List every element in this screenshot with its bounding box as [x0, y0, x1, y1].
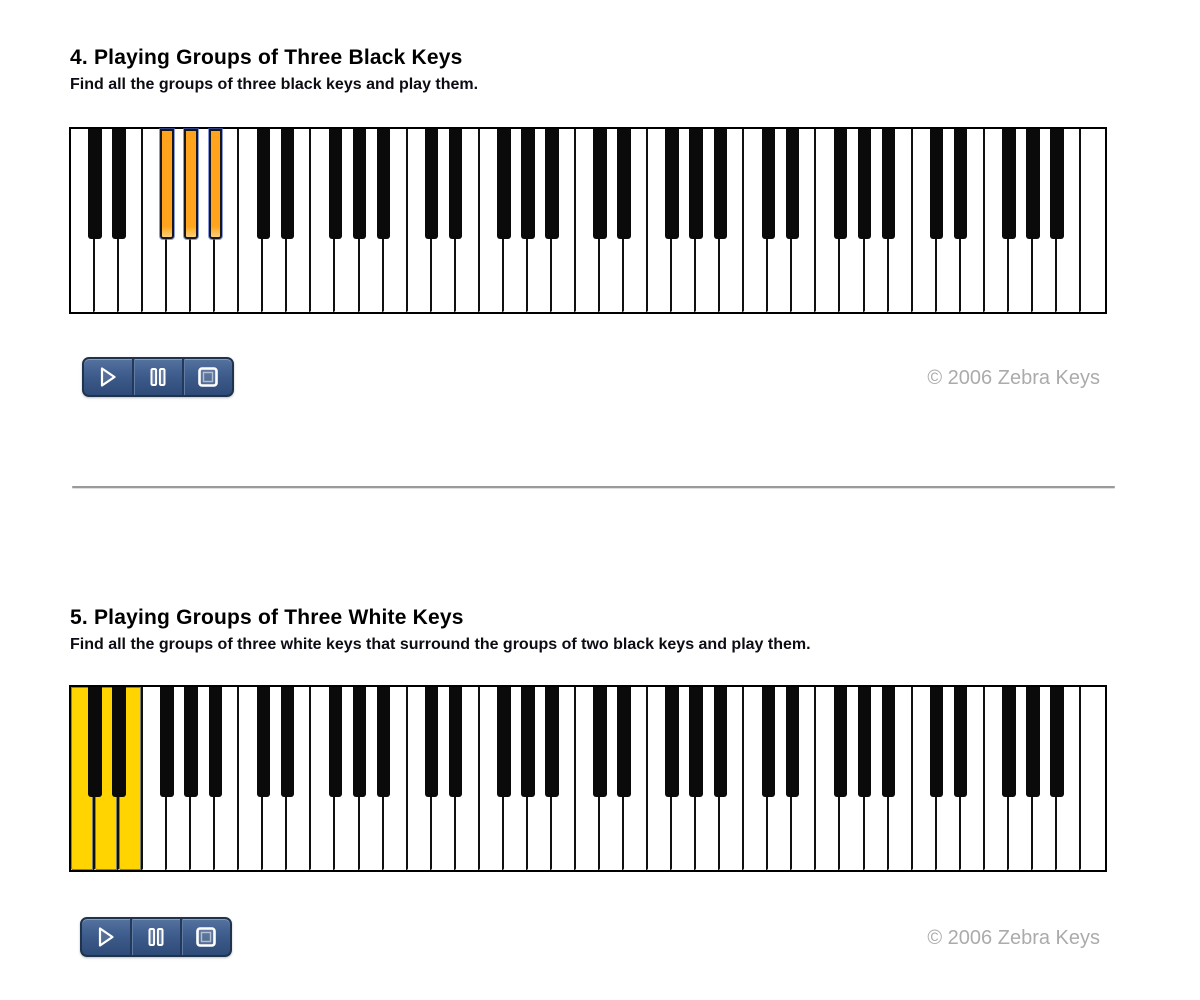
black-key-15[interactable] [593, 687, 607, 797]
black-key-23[interactable] [857, 687, 872, 797]
section-5-subtitle: Find all the groups of three white keys … [70, 636, 811, 653]
black-key-2[interactable] [160, 129, 174, 239]
stop-icon [195, 926, 217, 948]
black-key-3[interactable] [184, 687, 198, 797]
black-key-22[interactable] [833, 687, 848, 797]
black-key-17[interactable] [665, 129, 679, 239]
black-key-4[interactable] [208, 129, 222, 239]
black-key-4[interactable] [208, 687, 222, 797]
black-key-24[interactable] [881, 129, 896, 239]
black-key-2[interactable] [160, 687, 174, 797]
black-key-14[interactable] [545, 129, 559, 239]
black-key-17[interactable] [665, 687, 679, 797]
black-key-20[interactable] [761, 129, 776, 239]
black-key-3[interactable] [184, 129, 198, 239]
black-key-1[interactable] [112, 129, 126, 239]
black-key-5[interactable] [256, 129, 271, 239]
white-key-42[interactable] [1080, 687, 1105, 870]
pause-button[interactable] [130, 919, 180, 955]
black-key-8[interactable] [352, 687, 367, 797]
copyright-notice: © 2006 Zebra Keys [927, 927, 1100, 949]
black-key-19[interactable] [713, 687, 727, 797]
black-key-7[interactable] [328, 129, 343, 239]
black-key-8[interactable] [352, 129, 367, 239]
black-key-26[interactable] [953, 687, 968, 797]
stop-button[interactable] [182, 359, 232, 395]
player-control-bar [82, 357, 234, 397]
black-key-23[interactable] [857, 129, 872, 239]
black-key-22[interactable] [833, 129, 848, 239]
black-key-18[interactable] [689, 129, 703, 239]
black-key-6[interactable] [280, 129, 295, 239]
black-key-12[interactable] [497, 687, 511, 797]
black-key-0[interactable] [88, 129, 102, 239]
black-key-25[interactable] [929, 687, 944, 797]
play-button[interactable] [82, 919, 130, 955]
black-key-20[interactable] [761, 687, 776, 797]
black-key-11[interactable] [449, 129, 463, 239]
black-key-21[interactable] [785, 687, 800, 797]
copyright-notice: © 2006 Zebra Keys [927, 367, 1100, 389]
black-key-29[interactable] [1050, 687, 1064, 797]
black-key-27[interactable] [1002, 129, 1016, 239]
black-key-19[interactable] [713, 129, 727, 239]
black-key-6[interactable] [280, 687, 295, 797]
piano-keyboard-black-key-groups [69, 127, 1107, 314]
play-icon [99, 366, 117, 388]
black-key-25[interactable] [929, 129, 944, 239]
black-key-15[interactable] [593, 129, 607, 239]
black-key-9[interactable] [376, 687, 391, 797]
play-icon [97, 926, 115, 948]
black-key-9[interactable] [376, 129, 391, 239]
stop-icon [197, 366, 219, 388]
black-key-14[interactable] [545, 687, 559, 797]
black-key-21[interactable] [785, 129, 800, 239]
black-key-12[interactable] [497, 129, 511, 239]
white-key-42[interactable] [1080, 129, 1105, 312]
section-4-heading: 4. Playing Groups of Three Black Keys [70, 46, 463, 69]
section-divider [72, 486, 1115, 488]
black-key-24[interactable] [881, 687, 896, 797]
black-key-10[interactable] [424, 129, 439, 239]
section-4-subtitle: Find all the groups of three black keys … [70, 76, 479, 93]
pause-button[interactable] [132, 359, 182, 395]
black-key-28[interactable] [1026, 687, 1040, 797]
black-key-11[interactable] [449, 687, 463, 797]
black-key-7[interactable] [328, 687, 343, 797]
stop-button[interactable] [180, 919, 230, 955]
black-key-28[interactable] [1026, 129, 1040, 239]
black-key-27[interactable] [1002, 687, 1016, 797]
black-key-29[interactable] [1050, 129, 1064, 239]
pause-icon [147, 926, 165, 948]
black-key-10[interactable] [424, 687, 439, 797]
play-button[interactable] [84, 359, 132, 395]
black-key-5[interactable] [256, 687, 271, 797]
black-key-16[interactable] [617, 129, 631, 239]
black-key-16[interactable] [617, 687, 631, 797]
black-key-26[interactable] [953, 129, 968, 239]
player-control-bar [80, 917, 232, 957]
pause-icon [149, 366, 167, 388]
piano-keyboard-white-key-groups [69, 685, 1107, 872]
black-key-0[interactable] [88, 687, 102, 797]
black-key-18[interactable] [689, 687, 703, 797]
black-key-1[interactable] [112, 687, 126, 797]
black-key-13[interactable] [521, 129, 535, 239]
section-5-heading: 5. Playing Groups of Three White Keys [70, 606, 464, 629]
black-key-13[interactable] [521, 687, 535, 797]
